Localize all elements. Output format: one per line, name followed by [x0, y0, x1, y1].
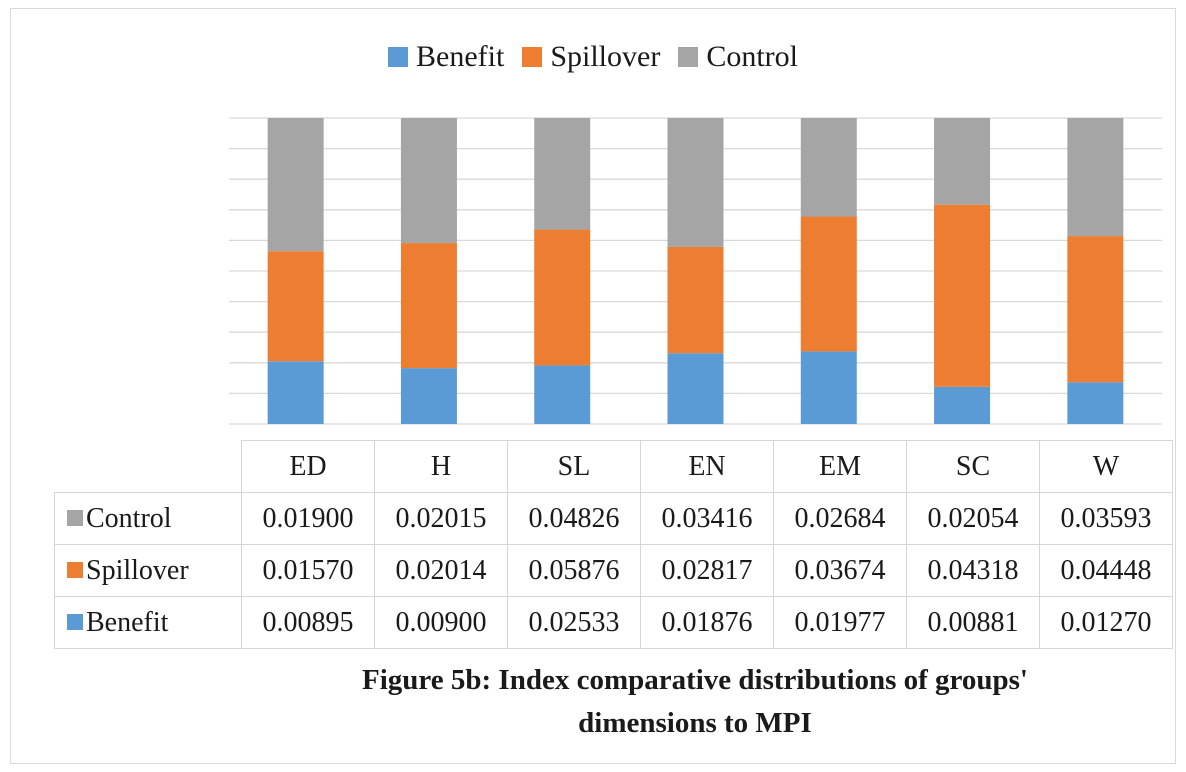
column-header: H	[374, 440, 508, 493]
table-row: Spillover 0.01570 0.02014 0.05876 0.02817 0.0…	[54, 544, 1173, 597]
legend-item-control: Control	[678, 40, 798, 74]
row-header: Benefit	[54, 596, 242, 649]
bar-spillover-ed	[267, 251, 324, 362]
column-header: EM	[773, 440, 907, 493]
table-cell: 0.02533	[507, 596, 641, 649]
bar-control-sc	[934, 118, 991, 205]
table-cell: 0.04318	[906, 544, 1040, 597]
table-cell: 0.02015	[374, 492, 508, 545]
column-header: EN	[640, 440, 774, 493]
table-row: Control 0.01900 0.02015 0.04826 0.03416 0.026…	[54, 492, 1173, 545]
table-cell: 0.01570	[241, 544, 375, 597]
bar-control-h	[400, 118, 457, 244]
bar-spillover-em	[800, 216, 857, 352]
table-cell: 0.00900	[374, 596, 508, 649]
column-header: SL	[507, 440, 641, 493]
bar-control-em	[800, 118, 857, 217]
row-header: Spillover	[54, 544, 242, 597]
table-cell: 0.04448	[1039, 544, 1173, 597]
bar-benefit-em	[800, 351, 857, 424]
table-cell: 0.02817	[640, 544, 774, 597]
row-label: Control	[86, 502, 172, 534]
table-cell: 0.03593	[1039, 492, 1173, 545]
legend-label-control: Control	[706, 40, 798, 73]
table-cell: 0.04826	[507, 492, 641, 545]
table-cell: 0.03674	[773, 544, 907, 597]
bar-benefit-sc	[934, 386, 991, 424]
table-cell: 0.01900	[241, 492, 375, 545]
table-cell: 0.00881	[906, 596, 1040, 649]
bar-control-w	[1067, 118, 1124, 237]
table-cell: 0.02054	[906, 492, 1040, 545]
bar-spillover-sc	[934, 204, 991, 387]
table-cell: 0.05876	[507, 544, 641, 597]
table-header-row: ED H SL EN EM SC W	[54, 440, 1173, 493]
table-row: Benefit 0.00895 0.00900 0.02533 0.01876 0.019…	[54, 596, 1173, 649]
bar-control-en	[667, 118, 724, 247]
row-header: Control	[54, 492, 242, 545]
bar-benefit-en	[667, 353, 724, 424]
table-cell: 0.02014	[374, 544, 508, 597]
legend-label-benefit: Benefit	[416, 40, 505, 73]
legend-item-benefit: Benefit	[388, 40, 504, 74]
legend-swatch-control	[678, 47, 699, 67]
bar-benefit-h	[400, 368, 457, 424]
column-header: W	[1039, 440, 1173, 493]
column-header: ED	[241, 440, 375, 493]
bar-spillover-h	[400, 243, 457, 369]
stacked-bar-chart	[229, 117, 1162, 425]
legend-swatch-benefit	[388, 47, 408, 67]
data-table: ED H SL EN EM SC W Control 0.01900 0.02015 0.04826…	[54, 440, 1173, 649]
table-cell: 0.01977	[773, 596, 907, 649]
legend-swatch-spillover	[522, 47, 543, 67]
row-label: Spillover	[86, 554, 189, 586]
legend-label-spillover: Spillover	[550, 40, 661, 73]
table-cell: 0.02684	[773, 492, 907, 545]
bar-control-sl	[534, 118, 591, 230]
table-cell: 0.00895	[241, 596, 375, 649]
row-swatch-control	[67, 509, 83, 526]
figure-caption-line-1: Figure 5b: Index comparative distributio…	[362, 664, 1028, 696]
table-cell: 0.03416	[640, 492, 774, 545]
bar-control-ed	[267, 118, 324, 252]
bar-benefit-ed	[267, 361, 324, 424]
legend: Benefit Spillover Control	[0, 40, 1186, 74]
bar-benefit-sl	[534, 365, 591, 424]
table-cell: 0.01876	[640, 596, 774, 649]
figure-caption-line-2: dimensions to MPI	[578, 707, 812, 739]
bar-spillover-w	[1067, 236, 1124, 383]
bar-benefit-w	[1067, 382, 1124, 424]
bar-spillover-en	[667, 246, 724, 354]
table-corner	[54, 440, 242, 493]
row-swatch-benefit	[67, 613, 83, 630]
legend-item-spillover: Spillover	[522, 40, 660, 74]
row-swatch-spillover	[67, 561, 83, 578]
row-label: Benefit	[86, 606, 169, 638]
column-header: SC	[906, 440, 1040, 493]
table-cell: 0.01270	[1039, 596, 1173, 649]
bar-spillover-sl	[534, 229, 591, 366]
